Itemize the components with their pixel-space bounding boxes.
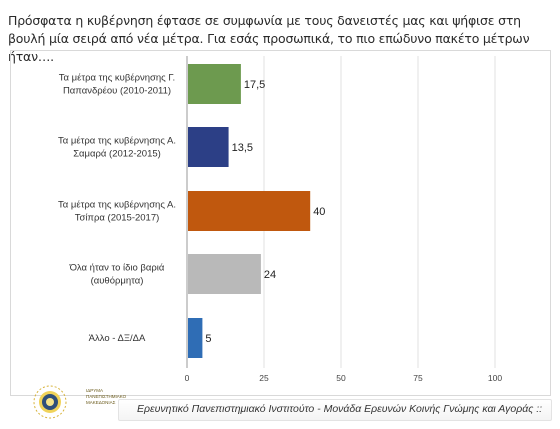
category-label: (αυθόρμητα) bbox=[91, 276, 144, 287]
institute-logo: ΙΔΡΥΜΑ ΠΑΝΕΠΙΣΤΗΜΙΑΚΟ ΜΑΚΕΔΟΝΙΑΣ bbox=[30, 378, 126, 424]
category-label: Τα μέτρα της κυβέρνησης Γ. bbox=[59, 73, 175, 84]
sun-emblem-icon bbox=[33, 385, 67, 419]
x-tick-label: 50 bbox=[336, 373, 346, 383]
bar-value-label: 40 bbox=[313, 206, 325, 218]
category-label: Σαμαρά (2012-2015) bbox=[73, 149, 161, 160]
bar bbox=[188, 191, 311, 231]
x-tick-label: 75 bbox=[413, 373, 423, 383]
category-label: Τα μέτρα της κυβέρνησης Α. bbox=[58, 136, 176, 147]
bar-value-label: 13,5 bbox=[232, 142, 253, 154]
bar bbox=[188, 318, 203, 358]
category-label: Άλλο - ΔΞ/ΔΑ bbox=[89, 333, 146, 344]
bar bbox=[188, 127, 229, 167]
category-label: Όλα ήταν το ίδιο βαριά bbox=[69, 263, 165, 274]
x-tick-label: 25 bbox=[259, 373, 269, 383]
category-label: Τα μέτρα της κυβέρνησης Α. bbox=[58, 200, 176, 211]
bar-value-label: 24 bbox=[264, 269, 276, 281]
survey-question: Πρόσφατα η κυβέρνηση έφτασε σε συμφωνία … bbox=[8, 13, 530, 64]
x-tick-label: 0 bbox=[185, 373, 190, 383]
category-label: Τσίπρα (2015-2017) bbox=[75, 213, 160, 224]
bar bbox=[188, 64, 241, 104]
logo-line-2: ΠΑΝΕΠΙΣΤΗΜΙΑΚΟ bbox=[86, 394, 127, 399]
bar-value-label: 5 bbox=[205, 333, 211, 345]
footer-credit: Ερευνητικό Πανεπιστημιακό Ινστιτούτο - Μ… bbox=[137, 403, 543, 415]
category-label: Παπανδρέου (2010-2011) bbox=[63, 86, 171, 97]
chart-frame bbox=[10, 50, 551, 396]
footer-bar bbox=[118, 399, 552, 421]
bar bbox=[188, 254, 261, 294]
x-tick-label: 100 bbox=[488, 373, 502, 383]
logo-line-1: ΙΔΡΥΜΑ bbox=[86, 388, 104, 393]
logo-line-3: ΜΑΚΕΔΟΝΙΑΣ bbox=[86, 400, 116, 405]
bar-value-label: 17,5 bbox=[244, 79, 265, 91]
